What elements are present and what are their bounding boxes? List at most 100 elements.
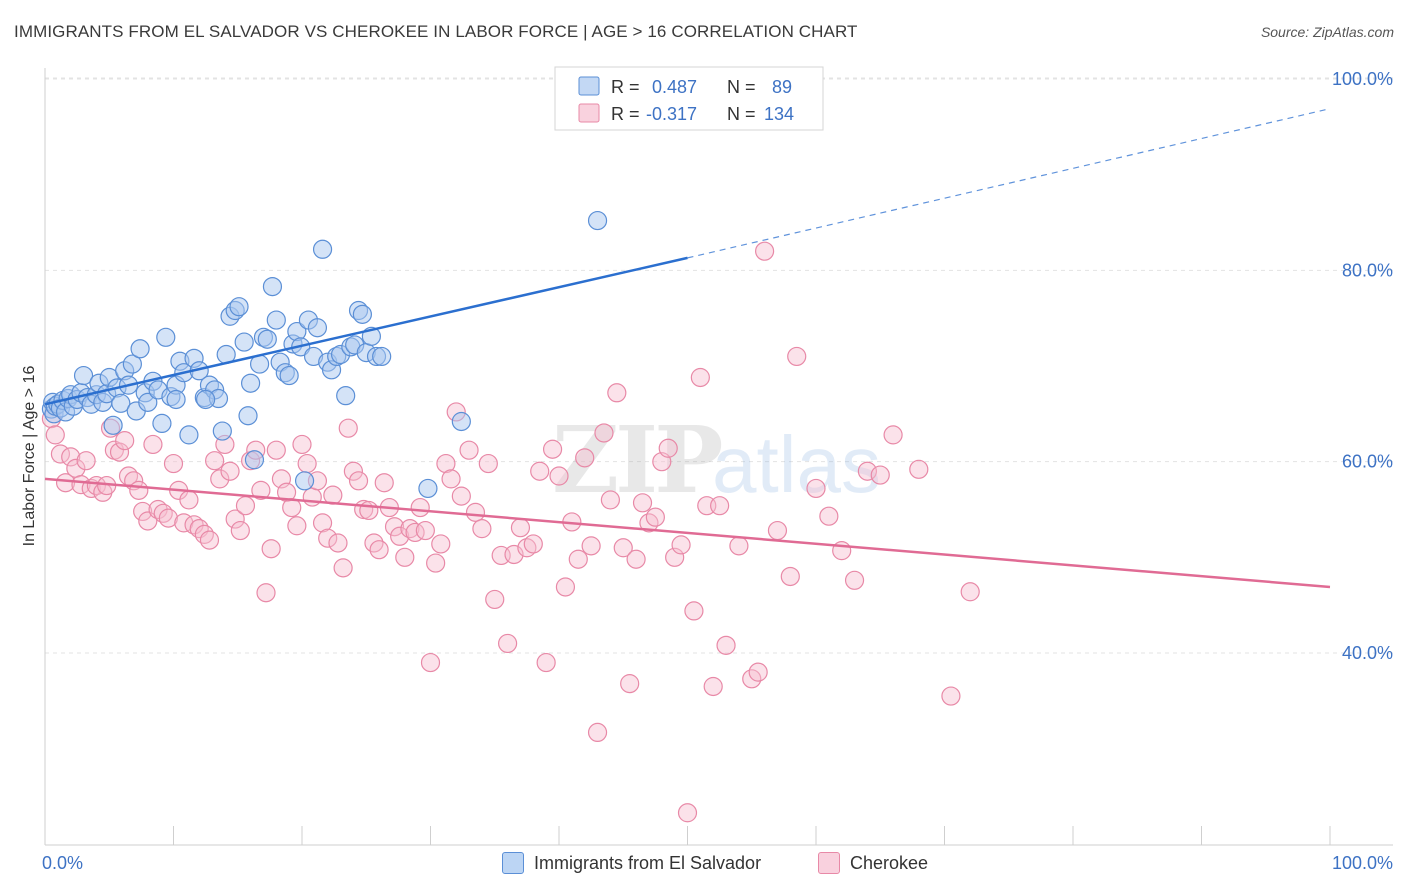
cherokee-point-82: [459, 440, 479, 460]
legend-n-value-1: 89: [772, 77, 792, 97]
cherokee-point-60: [343, 461, 363, 481]
cherokee-point-123: [729, 536, 749, 556]
cherokee-point-43: [256, 583, 276, 603]
cherokee-point-101: [581, 536, 601, 556]
cherokee-point-111: [645, 507, 665, 527]
trend-line-cherokee: [44, 477, 1331, 589]
y-tick-label-1: 60.0%: [1342, 452, 1393, 472]
watermark-zip: ZIP: [552, 406, 721, 514]
cherokee-point-19: [133, 501, 153, 522]
cherokee-point-15: [115, 431, 135, 451]
el-salvador-point-69: [307, 318, 328, 338]
cherokee-point-83: [465, 502, 486, 522]
cherokee-point-73: [410, 497, 430, 518]
cherokee-point-44: [261, 539, 281, 559]
cherokee-point-25: [163, 453, 184, 474]
cherokee-point-130: [806, 478, 826, 499]
cherokee-point-122: [716, 635, 736, 655]
legend-r-value-2: -0.317: [646, 104, 697, 124]
cherokee-point-84: [472, 519, 492, 539]
cherokee-point-126: [754, 241, 775, 261]
cherokee-point-128: [780, 566, 800, 587]
el-salvador-point-21: [103, 415, 123, 435]
legend-swatch-blue: [578, 76, 600, 96]
cherokee-point-81: [451, 486, 471, 506]
cherokee-point-100: [575, 448, 595, 468]
cherokee-point-57: [328, 533, 348, 553]
cherokee-point-65: [369, 540, 389, 560]
cherokee-point-95: [542, 439, 563, 459]
cherokee-point-63: [359, 500, 379, 521]
cherokee-point-1: [45, 425, 65, 445]
cherokee-point-79: [441, 469, 461, 489]
cherokee-point-7: [76, 451, 96, 471]
el-salvador-point-75: [336, 386, 356, 406]
cherokee-point-117: [684, 601, 704, 621]
el-salvador-point-57: [257, 329, 277, 349]
cherokee-point-24: [158, 508, 178, 528]
legend-r-value-1: 0.487: [652, 77, 697, 97]
trend-lines: [44, 108, 1331, 589]
cherokee-point-21: [143, 434, 163, 455]
el-salvador-point-66: [294, 471, 315, 491]
cherokee-point-127: [767, 520, 788, 541]
cherokee-point-3: [55, 473, 76, 493]
el-salvador-point-33: [152, 413, 172, 433]
cherokee-point-139: [960, 582, 980, 602]
y-tick-label-0: 40.0%: [1342, 643, 1393, 663]
cherokee-point-69: [390, 526, 410, 546]
el-salvador-point-52: [238, 406, 258, 426]
cherokee-point-32: [199, 530, 220, 550]
cherokee-point-137: [909, 459, 929, 479]
bottom-legend-label-cherokee: Cherokee: [850, 852, 929, 873]
el-salvador-point-30: [138, 392, 158, 412]
el-salvador-point-28: [130, 339, 150, 359]
cherokee-point-70: [395, 547, 415, 567]
series-el-salvador-points: [41, 210, 608, 499]
el-salvador-point-85: [451, 411, 471, 432]
cherokee-point-59: [338, 418, 358, 438]
cherokee-point-66: [374, 473, 394, 493]
el-salvador-point-13: [73, 365, 94, 386]
x-tick-label-1: 100.0%: [1332, 853, 1393, 873]
cherokee-point-99: [568, 549, 588, 569]
cherokee-point-96: [549, 466, 569, 486]
trend-line-el-salvador-extension: [687, 108, 1331, 259]
el-salvador-point-83: [372, 346, 392, 367]
cherokee-point-136: [883, 425, 903, 445]
cherokee-point-120: [703, 676, 723, 697]
trend-line-el-salvador: [44, 256, 688, 406]
cherokee-point-6: [71, 475, 91, 495]
cherokee-point-108: [626, 549, 646, 569]
el-salvador-point-34: [156, 327, 176, 347]
cherokee-point-55: [318, 528, 338, 548]
cherokee-point-131: [819, 506, 839, 526]
bottom-legend: Immigrants from El Salvador Cherokee: [0, 852, 1406, 878]
bottom-legend-swatch-pink: [818, 852, 840, 874]
cherokee-point-85: [478, 453, 498, 474]
cherokee-point-105: [607, 383, 627, 403]
el-salvador-point-87: [196, 389, 216, 410]
cherokee-point-106: [613, 538, 633, 558]
cherokee-point-90: [510, 518, 531, 538]
bottom-legend-label-el-salvador: Immigrants from El Salvador: [534, 852, 762, 873]
cherokee-point-34: [210, 469, 230, 489]
cherokee-point-113: [658, 438, 678, 458]
legend-r-label-2: R =: [611, 104, 640, 124]
legend-box: R = 0.487 N = 89 R = -0.317 N = 134: [554, 66, 824, 131]
watermark: ZIP atlas: [552, 406, 881, 514]
el-salvador-point-70: [312, 239, 333, 259]
cherokee-point-93: [530, 461, 550, 481]
el-salvador-point-86: [587, 210, 608, 231]
cherokee-point-74: [415, 520, 435, 541]
el-salvador-point-54: [244, 450, 265, 470]
cherokee-point-18: [129, 480, 149, 500]
bottom-legend-item-cherokee: Cherokee: [818, 852, 928, 874]
cherokee-point-37: [225, 509, 245, 529]
cherokee-point-28: [179, 490, 199, 510]
el-salvador-point-79: [352, 304, 372, 324]
y-axis-label: In Labor Force | Age > 16: [21, 366, 38, 547]
cherokee-point-109: [632, 493, 653, 513]
legend-n-label-1: N =: [727, 77, 756, 97]
